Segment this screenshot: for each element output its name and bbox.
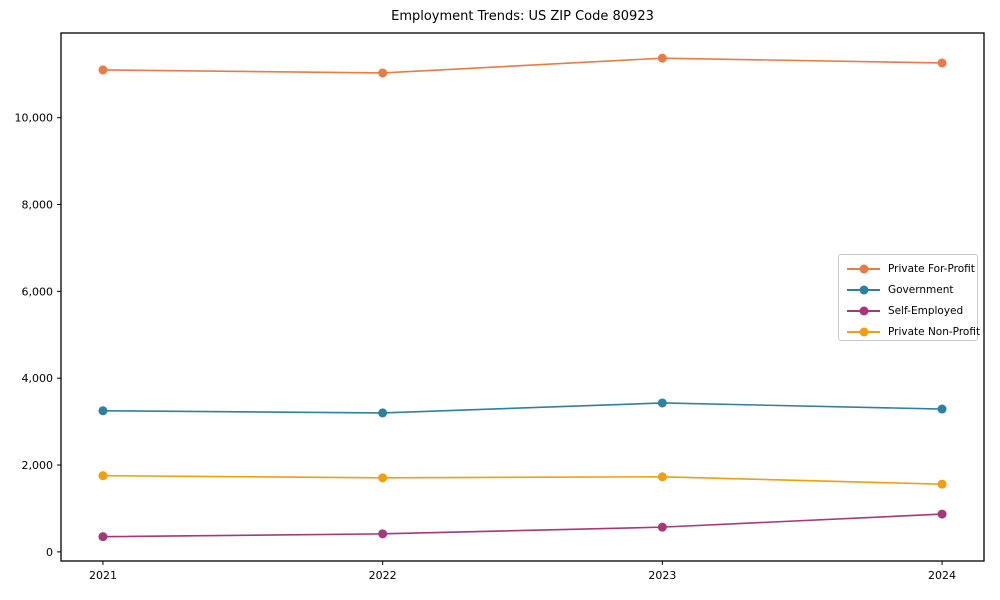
plot-frame [60, 32, 985, 562]
legend: Private For-Profit Government Self-Employe… [838, 254, 981, 342]
series-line-private-non-profit [102, 474, 943, 485]
series-point-private-for-profit-2024 [937, 58, 947, 68]
series-point-self-employed-2022 [378, 529, 388, 539]
legend-label: Private For-Profit [888, 262, 975, 275]
legend-label: Government [888, 283, 954, 296]
series-point-private-non-profit-2022 [378, 473, 388, 483]
series-point-private-for-profit-2022 [378, 68, 388, 78]
series-point-government-2021 [98, 406, 108, 416]
x-axis-tick-label: 2023 [648, 569, 676, 582]
series-point-private-non-profit-2023 [657, 472, 667, 482]
series-point-self-employed-2024 [937, 509, 947, 519]
chart-title: Employment Trends: US ZIP Code 80923 [391, 9, 654, 24]
y-axis-tick-label: 10,000 [15, 112, 54, 125]
series-point-government-2023 [657, 398, 667, 408]
series-point-private-for-profit-2023 [657, 53, 667, 63]
y-axis-tick-label: 0 [46, 546, 53, 559]
series-point-self-employed-2021 [98, 532, 108, 542]
y-axis-tick-label: 8,000 [22, 199, 54, 212]
series-line-private-for-profit [102, 57, 943, 74]
x-axis-tick-label: 2022 [369, 569, 397, 582]
y-axis-tick-label: 2,000 [22, 459, 54, 472]
series-line-government [102, 402, 943, 414]
series-point-private-for-profit-2021 [98, 65, 108, 75]
legend-label: Private Non-Profit [888, 325, 981, 338]
series-point-private-non-profit-2021 [98, 471, 108, 481]
legend-item-self-employed: Self-Employed [847, 300, 977, 321]
legend-marker-private-for-profit-icon [847, 264, 880, 273]
legend-label: Self-Employed [888, 304, 964, 317]
legend-item-private-for-profit: Private For-Profit [847, 258, 977, 279]
legend-marker-government-icon [847, 285, 880, 294]
x-axis-tick-label: 2024 [928, 569, 956, 582]
series-point-government-2022 [378, 408, 388, 418]
legend-item-private-non-profit: Private Non-Profit [847, 321, 981, 342]
y-axis-tick-label: 6,000 [22, 285, 54, 298]
legend-marker-self-employed-icon [847, 306, 880, 315]
series-point-private-non-profit-2024 [937, 479, 947, 489]
series-point-government-2024 [937, 404, 947, 414]
legend-item-government: Government [847, 279, 977, 300]
y-axis-tick-label: 4,000 [22, 372, 54, 385]
legend-marker-private-non-profit-icon [847, 327, 880, 336]
series-line-self-employed [102, 513, 943, 538]
series-point-self-employed-2023 [657, 522, 667, 532]
x-axis-tick-label: 2021 [89, 569, 117, 582]
